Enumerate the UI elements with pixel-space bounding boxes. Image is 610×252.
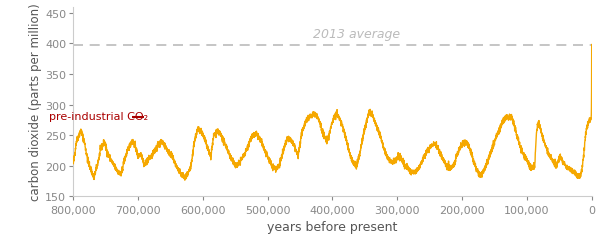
X-axis label: years before present: years before present <box>267 220 398 233</box>
Y-axis label: carbon dioxide (parts per million): carbon dioxide (parts per million) <box>29 4 42 201</box>
Text: pre-industrial CO₂: pre-industrial CO₂ <box>49 112 148 122</box>
Text: 2013 average: 2013 average <box>313 27 400 41</box>
